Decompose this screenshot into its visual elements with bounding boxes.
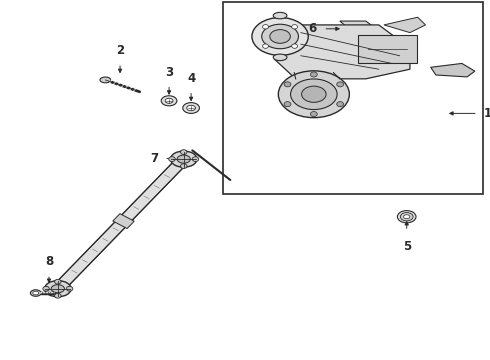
Circle shape: [292, 44, 297, 48]
Text: 3: 3: [165, 66, 173, 79]
Ellipse shape: [100, 77, 111, 83]
Ellipse shape: [278, 71, 349, 118]
Text: 6: 6: [308, 22, 316, 35]
Text: 4: 4: [187, 72, 195, 85]
Circle shape: [169, 157, 175, 162]
Polygon shape: [275, 25, 410, 79]
Polygon shape: [52, 156, 189, 292]
Ellipse shape: [397, 211, 416, 223]
Polygon shape: [431, 63, 475, 77]
Ellipse shape: [33, 291, 39, 295]
Ellipse shape: [252, 18, 308, 55]
Ellipse shape: [30, 290, 41, 296]
Circle shape: [263, 24, 269, 29]
Circle shape: [43, 286, 49, 291]
Circle shape: [180, 150, 187, 154]
Ellipse shape: [273, 54, 287, 60]
Polygon shape: [340, 21, 405, 54]
Text: 2: 2: [116, 44, 124, 57]
Circle shape: [54, 293, 61, 298]
Ellipse shape: [45, 281, 71, 297]
Bar: [358, 35, 417, 63]
Circle shape: [337, 82, 343, 87]
Circle shape: [284, 82, 291, 87]
Ellipse shape: [187, 105, 196, 111]
Ellipse shape: [177, 155, 190, 163]
Ellipse shape: [302, 86, 326, 102]
Ellipse shape: [404, 215, 410, 219]
Circle shape: [54, 279, 61, 284]
Ellipse shape: [273, 12, 287, 19]
Text: 1: 1: [484, 107, 490, 120]
Ellipse shape: [262, 24, 298, 49]
Text: 8: 8: [45, 255, 53, 268]
Ellipse shape: [51, 285, 64, 293]
Ellipse shape: [183, 103, 199, 113]
Circle shape: [284, 102, 291, 107]
Circle shape: [66, 286, 73, 291]
Circle shape: [180, 164, 187, 168]
Ellipse shape: [291, 79, 337, 109]
Ellipse shape: [165, 98, 173, 103]
Circle shape: [311, 72, 318, 77]
Ellipse shape: [171, 151, 197, 167]
Text: 5: 5: [403, 240, 411, 253]
Polygon shape: [113, 214, 134, 229]
Circle shape: [292, 24, 297, 29]
Circle shape: [337, 102, 343, 107]
Circle shape: [192, 157, 199, 162]
Ellipse shape: [161, 96, 177, 106]
Text: 7: 7: [150, 152, 158, 165]
Polygon shape: [384, 17, 425, 33]
Ellipse shape: [400, 212, 413, 221]
Circle shape: [311, 112, 318, 117]
Ellipse shape: [270, 30, 291, 43]
Circle shape: [263, 44, 269, 48]
Bar: [223, 2, 483, 194]
